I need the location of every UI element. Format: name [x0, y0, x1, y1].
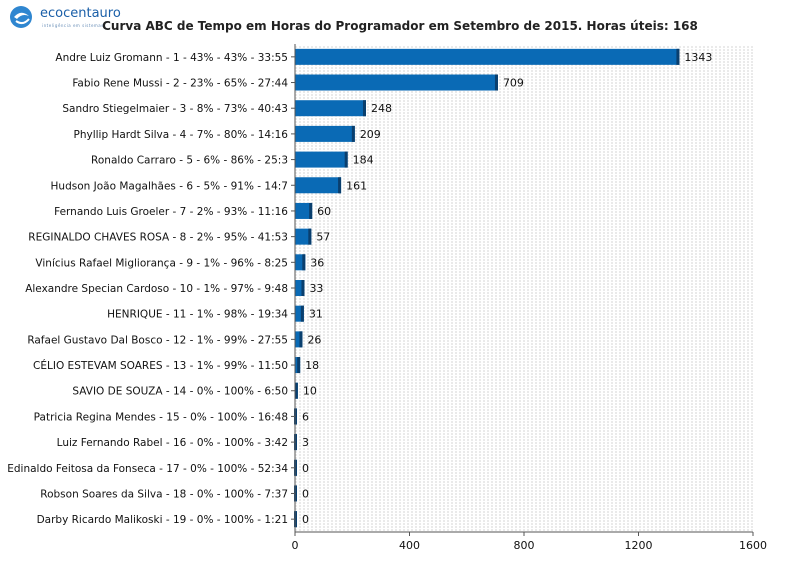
x-tick-label: 800	[514, 539, 535, 552]
bar-edge	[338, 177, 342, 194]
bar	[295, 177, 342, 194]
category-label: Ronaldo Carraro - 5 - 6% - 86% - 25:3	[91, 155, 288, 167]
category-label: HENRIQUE - 11 - 1% - 98% - 19:34	[107, 309, 288, 321]
category-label: Patricia Regina Mendes - 15 - 0% - 100% …	[34, 411, 288, 423]
bar-edge	[494, 74, 498, 91]
category-label: SAVIO DE SOUZA - 14 - 0% - 100% - 6:50	[72, 386, 288, 398]
plot-area	[295, 44, 753, 532]
bar-edge	[351, 125, 355, 142]
bar	[295, 100, 366, 117]
ecocentauro-logo: ecocentauro inteligência em sistemas	[8, 4, 128, 34]
category-label: CÉLIO ESTEVAM SOARES - 13 - 1% - 99% - 1…	[33, 359, 288, 372]
bar-value-label: 1343	[684, 51, 712, 64]
bar	[295, 331, 303, 348]
category-label: Rafael Gustavo Dal Bosco - 12 - 1% - 99%…	[27, 334, 288, 346]
category-label: Darby Ricardo Malikoski - 19 - 0% - 100%…	[37, 514, 288, 526]
x-tick-label: 0	[292, 539, 299, 552]
category-label: Luiz Fernando Rabel - 16 - 0% - 100% - 3…	[57, 437, 288, 449]
category-label: Fabio Rene Mussi - 2 - 23% - 65% - 27:44	[72, 78, 288, 90]
bar-edge	[297, 357, 301, 374]
logo-tagline: inteligência em sistemas	[42, 23, 104, 28]
bar-value-label: 248	[371, 102, 392, 115]
bar-edge	[294, 382, 298, 399]
category-label: REGINALDO CHAVES ROSA - 8 - 2% - 95% - 4…	[28, 232, 288, 244]
category-label: Robson Soares da Silva - 18 - 0% - 100% …	[40, 488, 288, 500]
category-label: Edinaldo Feitosa da Fonseca - 17 - 0% - …	[7, 463, 288, 475]
bar-value-label: 33	[309, 282, 323, 295]
bar-value-label: 209	[360, 128, 381, 141]
bar-edge	[300, 305, 304, 322]
x-tick-label: 1200	[625, 539, 653, 552]
bar-edge	[299, 331, 303, 348]
chart-title: Curva ABC de Tempo em Horas do Programad…	[102, 19, 698, 33]
category-label: Andre Luiz Gromann - 1 - 43% - 43% - 33:…	[55, 52, 288, 64]
bar	[295, 151, 348, 168]
bar-value-label: 31	[309, 308, 323, 321]
bar-value-label: 36	[310, 256, 324, 269]
x-tick-label: 1600	[739, 539, 767, 552]
bar	[295, 254, 306, 271]
bar-edge	[301, 280, 305, 296]
bar	[295, 280, 305, 296]
bar-value-label: 0	[302, 462, 309, 475]
bar-value-label: 0	[302, 487, 309, 500]
bar-value-label: 18	[305, 359, 319, 372]
category-label: Hudson João Magalhães - 6 - 5% - 91% - 1…	[51, 180, 288, 192]
bar	[295, 125, 355, 142]
bar	[295, 228, 312, 245]
bar	[295, 48, 680, 65]
bar-edge	[302, 254, 306, 271]
bar-value-label: 184	[353, 154, 374, 167]
bar-edge	[308, 228, 312, 245]
bar-value-label: 3	[302, 436, 309, 449]
bar-edge	[676, 48, 680, 65]
bar-value-label: 57	[316, 231, 330, 244]
category-label: Phyllip Hardt Silva - 4 - 7% - 80% - 14:…	[74, 129, 289, 141]
bar-value-label: 6	[302, 410, 309, 423]
bar	[295, 74, 498, 91]
bar-value-label: 10	[303, 385, 317, 398]
logo-name: ecocentauro	[40, 6, 121, 21]
bar-value-label: 60	[317, 205, 331, 218]
category-label: Fernando Luis Groeler - 7 - 2% - 93% - 1…	[54, 206, 288, 218]
x-tick-label: 400	[399, 539, 420, 552]
category-label: Alexandre Specian Cardoso - 10 - 1% - 97…	[25, 283, 288, 295]
bar-value-label: 26	[307, 333, 321, 346]
bar-value-label: 161	[346, 179, 367, 192]
bar-edge	[362, 100, 366, 117]
category-label: Vinícius Rafael Migliorança - 9 - 1% - 9…	[35, 257, 288, 269]
bar-edge	[309, 202, 313, 219]
logo-mark-icon	[10, 6, 32, 28]
bar-value-label: 709	[503, 77, 524, 90]
category-label: Sandro Stiegelmaier - 3 - 8% - 73% - 40:…	[62, 103, 288, 115]
bar	[295, 202, 313, 219]
bar	[295, 305, 304, 322]
bar-value-label: 0	[302, 513, 309, 526]
bar-edge	[344, 151, 348, 168]
